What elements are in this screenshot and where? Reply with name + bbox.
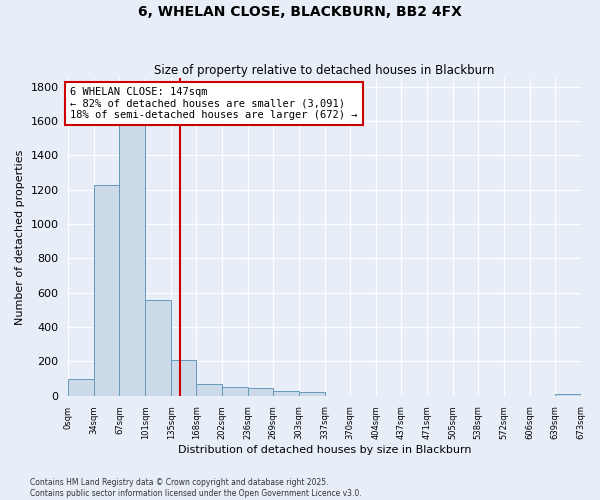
X-axis label: Distribution of detached houses by size in Blackburn: Distribution of detached houses by size … <box>178 445 471 455</box>
Bar <box>554 394 581 396</box>
Bar <box>94 184 119 396</box>
Bar <box>196 384 222 396</box>
Bar <box>68 380 94 396</box>
Bar <box>273 390 299 396</box>
Bar <box>145 300 171 396</box>
Text: Contains HM Land Registry data © Crown copyright and database right 2025.
Contai: Contains HM Land Registry data © Crown c… <box>30 478 362 498</box>
Bar <box>299 392 325 396</box>
Bar <box>222 387 248 396</box>
Y-axis label: Number of detached properties: Number of detached properties <box>15 150 25 324</box>
Text: 6 WHELAN CLOSE: 147sqm
← 82% of detached houses are smaller (3,091)
18% of semi-: 6 WHELAN CLOSE: 147sqm ← 82% of detached… <box>70 86 358 120</box>
Bar <box>248 388 273 396</box>
Title: Size of property relative to detached houses in Blackburn: Size of property relative to detached ho… <box>154 64 494 77</box>
Bar <box>171 360 196 396</box>
Bar <box>119 118 145 396</box>
Text: 6, WHELAN CLOSE, BLACKBURN, BB2 4FX: 6, WHELAN CLOSE, BLACKBURN, BB2 4FX <box>138 5 462 19</box>
